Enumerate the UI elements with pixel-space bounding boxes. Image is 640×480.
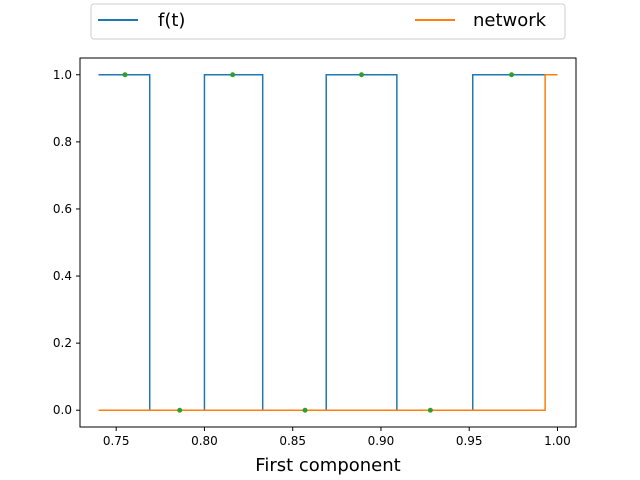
x-tick-label: 0.95 bbox=[456, 434, 483, 448]
x-axis-label: First component bbox=[255, 455, 400, 476]
x-tick-label: 0.80 bbox=[191, 434, 218, 448]
y-tick-label: 1.0 bbox=[53, 68, 72, 82]
y-tick-label: 0.6 bbox=[53, 202, 72, 216]
marker-point bbox=[427, 407, 433, 413]
legend: f(t) network bbox=[90, 3, 566, 40]
y-tick-label: 0.2 bbox=[53, 336, 72, 350]
legend-label-network: network bbox=[473, 10, 547, 31]
x-tick-label: 1.00 bbox=[544, 434, 571, 448]
plot-markers bbox=[122, 72, 515, 413]
plot-lines bbox=[98, 74, 558, 411]
x-tick-label: 0.85 bbox=[279, 434, 306, 448]
y-axis: 0.0 0.2 0.4 0.6 0.8 1.0 bbox=[53, 68, 80, 417]
legend-label-f-t: f(t) bbox=[158, 10, 185, 31]
series-line-f-t- bbox=[98, 74, 558, 411]
marker-point bbox=[359, 72, 365, 78]
marker-point bbox=[302, 407, 308, 413]
marker-point bbox=[509, 72, 515, 78]
x-axis: 0.75 0.80 0.85 0.90 0.95 1.00 bbox=[103, 427, 571, 448]
legend-box bbox=[90, 3, 566, 40]
plot-frame bbox=[79, 57, 577, 428]
y-tick-label: 0.0 bbox=[53, 403, 72, 417]
y-tick-label: 0.8 bbox=[53, 135, 72, 149]
x-tick-label: 0.90 bbox=[368, 434, 395, 448]
marker-point bbox=[122, 72, 128, 78]
marker-point bbox=[177, 407, 183, 413]
series-line-network bbox=[98, 74, 558, 411]
x-tick-label: 0.75 bbox=[103, 434, 130, 448]
y-tick-label: 0.4 bbox=[53, 269, 72, 283]
marker-point bbox=[230, 72, 236, 78]
